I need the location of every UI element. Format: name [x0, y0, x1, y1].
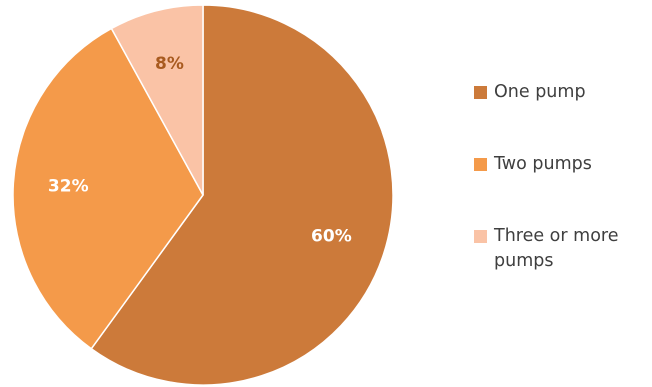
- legend-swatch-one-pump: [474, 86, 487, 99]
- legend-label-two-pumps: Two pumps: [494, 154, 592, 174]
- pie-slice-label-three-or-more-pumps: 8%: [155, 54, 184, 74]
- legend-label-three-or-more-pumps: Three or more pumps: [494, 226, 619, 271]
- legend-item-two-pumps: Two pumps: [474, 152, 652, 177]
- pie-slice-label-two-pumps: 32%: [48, 177, 89, 197]
- legend-label-one-pump: One pump: [494, 82, 586, 102]
- pie-slice-one-pump: [90, 4, 394, 386]
- pie-slice-two-pumps: [12, 27, 204, 350]
- legend-swatch-two-pumps: [474, 158, 487, 171]
- legend-item-three-or-more-pumps: Three or more pumps: [474, 224, 652, 274]
- pie-slice-three-or-more-pumps: [110, 4, 204, 196]
- pie-slices: [12, 4, 394, 386]
- pie-slice-labels: 60% 32% 8%: [48, 54, 352, 246]
- legend-swatch-three-or-more-pumps: [474, 230, 487, 243]
- pie-slice-label-one-pump: 60%: [311, 227, 352, 247]
- legend: One pump Two pumps Three or more pumps: [474, 80, 652, 321]
- legend-item-one-pump: One pump: [474, 80, 652, 105]
